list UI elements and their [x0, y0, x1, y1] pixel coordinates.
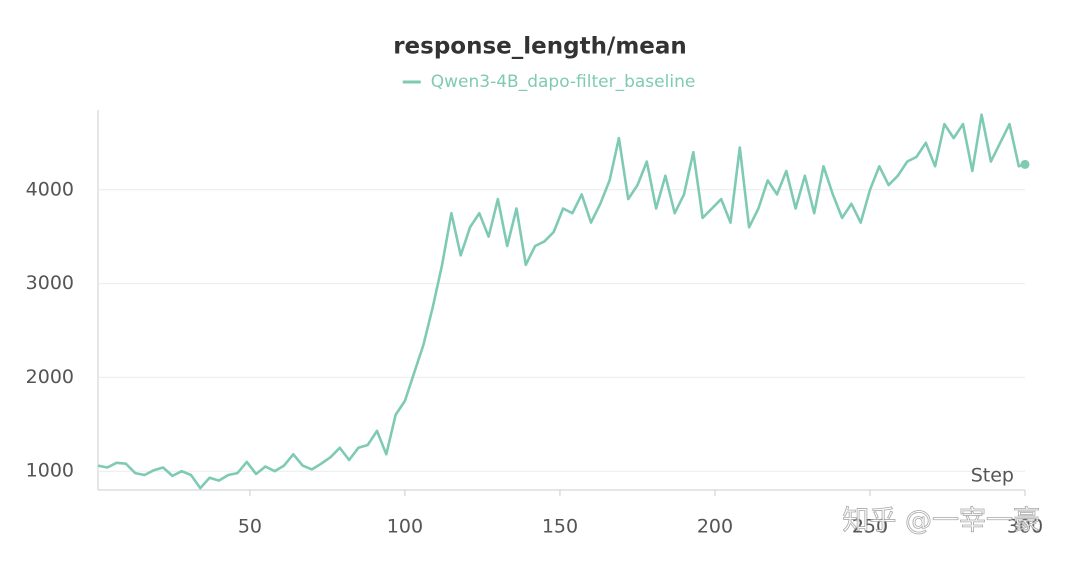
data-line — [97, 113, 1026, 490]
end-point — [1020, 159, 1030, 169]
chart-title: response_length/mean — [393, 34, 687, 60]
x-tick-label: 200 — [697, 516, 733, 538]
x-axis-label: Step — [971, 465, 1014, 487]
y-tick-label: 2000 — [26, 366, 74, 388]
x-tick-label: 50 — [238, 516, 262, 538]
x-tick-label: 100 — [387, 516, 423, 538]
x-tick-label: 150 — [542, 516, 578, 538]
x-tick-label: 250 — [852, 516, 888, 538]
y-tick-label: 4000 — [26, 178, 74, 200]
x-tick-label: 300 — [1007, 516, 1043, 538]
y-tick-label: 1000 — [26, 460, 74, 482]
legend-label: Qwen3-4B_dapo-filter_baseline — [431, 72, 696, 92]
y-tick-label: 3000 — [26, 272, 74, 294]
watermark: 知乎 @一宰一豪 — [842, 506, 1040, 537]
